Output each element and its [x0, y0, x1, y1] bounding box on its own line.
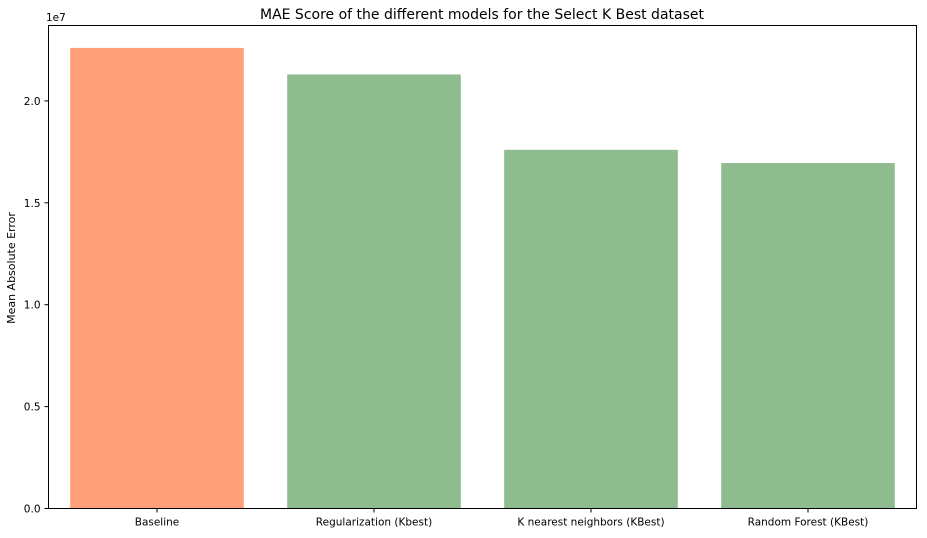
- chart-title: MAE Score of the different models for th…: [260, 7, 705, 23]
- bar-0: [70, 47, 244, 509]
- x-tick-label-0: Baseline: [135, 517, 180, 529]
- y-tick-label-4: 2.0: [24, 96, 41, 108]
- y-axis-label: Mean Absolute Error: [5, 212, 18, 324]
- bar-3: [721, 163, 895, 509]
- y-tick-label-0: 0.0: [24, 504, 41, 516]
- y-axis-offset-label: 1e7: [46, 12, 66, 24]
- bar-1: [287, 74, 461, 509]
- x-tick-label-1: Regularization (Kbest): [316, 517, 432, 529]
- plot-frame: [48, 25, 917, 509]
- bar-2: [504, 149, 678, 509]
- bars-group: [70, 47, 895, 509]
- y-axis-ticks: 0.0 0.5 1.0 1.5 2.0: [24, 96, 49, 516]
- y-tick-label-1: 0.5: [24, 402, 41, 414]
- y-tick-label-3: 1.5: [24, 198, 41, 210]
- x-axis-ticks: Baseline Regularization (Kbest) K nearest …: [135, 508, 869, 529]
- x-tick-label-2: K nearest neighbors (KBest): [517, 517, 664, 529]
- x-tick-label-3: Random Forest (KBest): [748, 517, 869, 529]
- y-tick-label-2: 1.0: [24, 300, 41, 312]
